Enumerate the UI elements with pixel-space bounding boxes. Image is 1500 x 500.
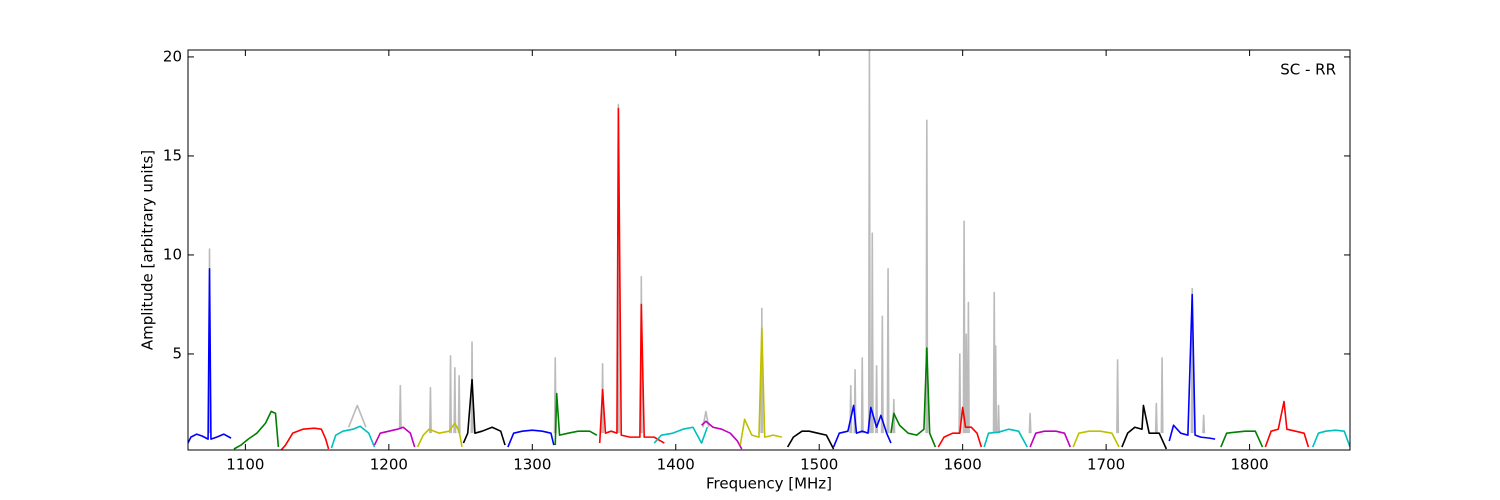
spectrum-line	[188, 268, 232, 444]
spectrum-line	[832, 404, 892, 448]
spectrum-line	[1168, 293, 1216, 442]
spectrum-line	[890, 347, 937, 448]
spectrum-line	[330, 425, 376, 449]
spectrum-line	[507, 429, 555, 448]
spectrum-line	[983, 428, 1028, 448]
plot-area	[188, 50, 1350, 450]
spectrum-line	[280, 427, 330, 450]
spectrum-line	[554, 392, 598, 446]
spectrum-line	[1264, 400, 1310, 448]
spectrum-line	[937, 406, 983, 448]
spectrum-line	[1072, 430, 1120, 448]
spectrum-line	[701, 420, 743, 450]
y-tick-label: 10	[163, 245, 182, 263]
y-tick-label: 15	[163, 146, 182, 164]
spectrum-line	[1029, 430, 1071, 448]
annotation: SC - RR	[1280, 61, 1336, 79]
spectrum-line	[1311, 429, 1350, 448]
x-tick-label: 1300	[513, 456, 551, 474]
y-tick-label: 20	[163, 47, 182, 65]
x-tick-label: 1500	[800, 456, 838, 474]
spectrum-line	[598, 107, 665, 444]
spectrum-line	[208, 50, 1206, 434]
spectrum-line	[373, 426, 416, 448]
x-tick-label: 1600	[944, 456, 982, 474]
spectrum-line	[653, 426, 709, 444]
x-tick-label: 1200	[370, 456, 408, 474]
x-axis-label: Frequency [MHz]	[706, 475, 832, 493]
y-axis-label: Amplitude [arbitrary units]	[139, 150, 157, 350]
plot-frame	[187, 49, 1351, 451]
x-tick-label: 1700	[1087, 456, 1125, 474]
spectrum-line	[1220, 430, 1264, 448]
spectrum-line	[1121, 404, 1168, 450]
spectrum-line	[462, 378, 506, 446]
x-tick-label: 1100	[226, 456, 264, 474]
spectrum-line	[416, 422, 463, 448]
spectrum-line	[233, 410, 280, 450]
y-tick-label: 5	[172, 344, 182, 362]
spectrum-line	[739, 327, 783, 446]
x-tick-label: 1400	[657, 456, 695, 474]
spectrum-line	[786, 430, 835, 450]
x-tick-label: 1800	[1230, 456, 1268, 474]
